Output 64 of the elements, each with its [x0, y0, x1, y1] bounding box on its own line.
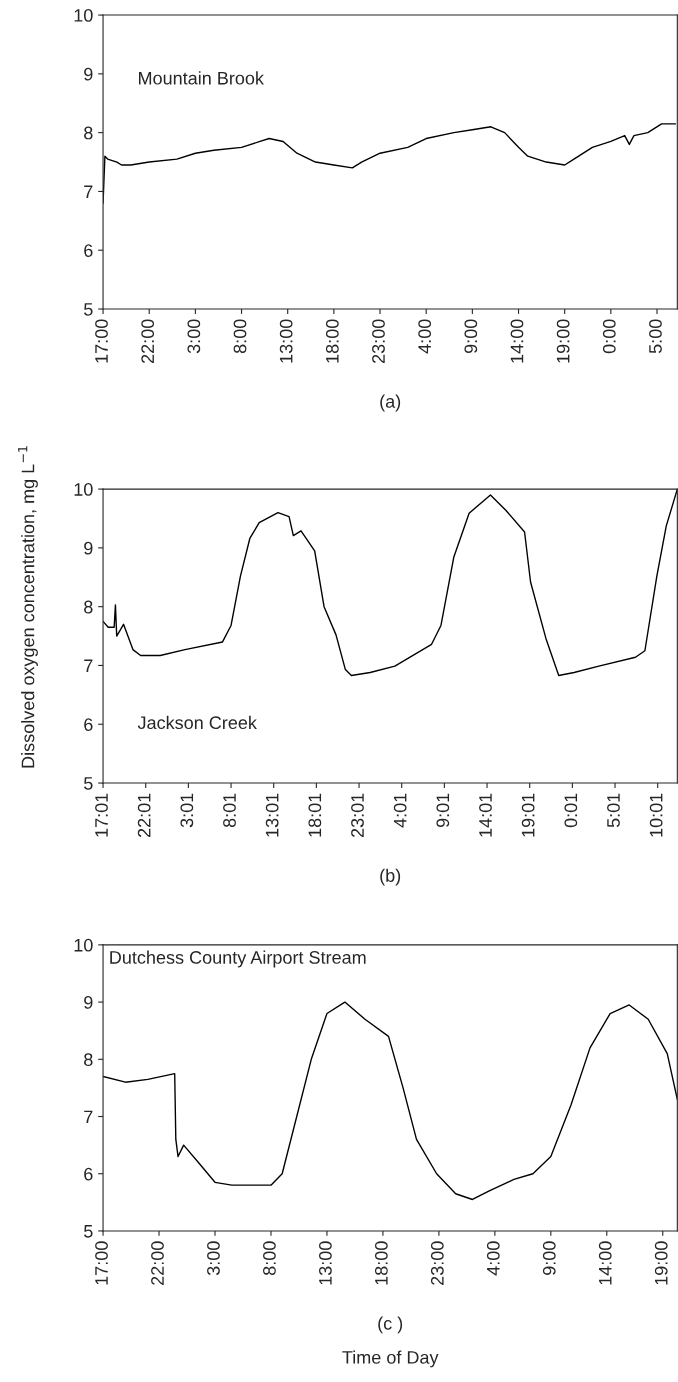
x-tick-label: 17:00	[95, 319, 108, 363]
y-tick-label: 8	[84, 126, 93, 140]
y-tick-label: 9	[84, 541, 93, 555]
text: Dutchess County Airport Stream	[110, 950, 366, 968]
x-tick-label: 18:00	[374, 1241, 388, 1285]
y-tick-label: 7	[84, 1110, 93, 1124]
x-tick-label: 0:00	[602, 319, 616, 354]
y-tick-label: 10	[74, 483, 93, 496]
x-tick-label: 0:01	[564, 793, 578, 828]
y-tick-label: 5	[84, 777, 93, 790]
x-axis-title: Time of Day	[342, 1350, 439, 1368]
y-tick-label: 10	[74, 938, 93, 952]
x-axis-title: (b)	[380, 868, 401, 886]
x-tick-label: 4:00	[486, 1241, 500, 1276]
x-tick-label: 23:01	[351, 793, 364, 838]
x-tick-label: 18:00	[325, 319, 339, 363]
y-tick-label: 8	[84, 1053, 93, 1067]
y-tick-label: 8	[84, 600, 93, 614]
x-tick-label: 3:00	[207, 1241, 220, 1276]
x-axis-title: (a)	[380, 394, 401, 412]
x-tick-label: 22:00	[141, 319, 155, 364]
text: (c )	[378, 1316, 403, 1334]
x-tick-label: 9:00	[464, 319, 478, 354]
x-tick-label: 4:00	[418, 319, 432, 354]
x-tick-label: 9:00	[542, 1241, 556, 1275]
x-tick-label: 19:00	[654, 1241, 668, 1285]
x-tick-label: 5:00	[649, 319, 662, 354]
x-tick-label: 19:01	[521, 793, 535, 837]
x-tick-label: 8:00	[233, 319, 247, 354]
y-tick-label: 5	[84, 303, 93, 316]
y-tick-label: 6	[84, 1167, 93, 1181]
y-tick-label: 10	[74, 9, 93, 22]
x-tick-label: 23:00	[372, 319, 385, 364]
x-tick-label: 8:00	[263, 1241, 276, 1276]
x-tick-label: 17:01	[95, 793, 108, 837]
y-tick-label: 7	[84, 185, 93, 198]
x-tick-label: 13:01	[265, 793, 279, 837]
y-tick-label: 7	[84, 659, 93, 672]
x-tick-label: 3:01	[180, 793, 194, 828]
text: Mountain Brook	[138, 71, 264, 85]
x-tick-label: 5:01	[607, 793, 620, 828]
y-tick-label: 6	[84, 244, 93, 257]
x-tick-label: 18:01	[308, 793, 322, 837]
x-tick-label: 3:00	[187, 319, 201, 354]
x-tick-label: 22:00	[151, 1241, 164, 1285]
x-tick-label: 10:01	[649, 793, 663, 837]
x-tick-label: 22:01	[137, 793, 151, 838]
x-tick-label: 8:01	[223, 793, 236, 828]
y-tick-label: 6	[84, 718, 93, 731]
text: Jackson Creek	[137, 715, 257, 730]
y-tick-label: 5	[84, 1225, 93, 1238]
x-tick-label: 4:01	[393, 793, 407, 828]
x-tick-label: 13:00	[279, 319, 293, 363]
x-tick-label: 13:00	[319, 1241, 332, 1285]
x-tick-label: 19:00	[556, 319, 570, 363]
x-tick-label: 23:00	[430, 1241, 444, 1285]
y-axis-title: Dissolved oxygen concentration, mg L$^{−1}$	[18, 446, 38, 768]
x-tick-label: 14:00	[510, 319, 524, 363]
y-tick-label: 9	[84, 996, 93, 1009]
x-tick-label: 14:01	[479, 793, 492, 837]
x-tick-label: 17:00	[95, 1241, 108, 1285]
x-tick-label: 14:00	[598, 1241, 612, 1285]
x-tick-label: 9:01	[436, 793, 450, 828]
y-tick-label: 9	[84, 67, 93, 81]
